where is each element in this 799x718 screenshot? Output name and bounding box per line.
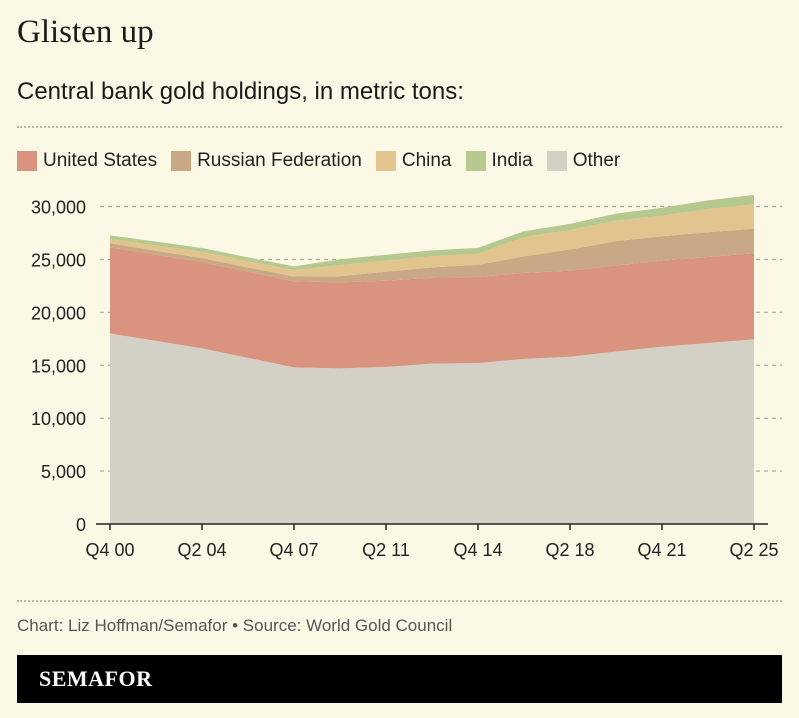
legend-swatch bbox=[171, 151, 192, 171]
stacked-area-chart: 0 5,000 10,000 15,000 20,000 25,000 30,000 Q4 0… bbox=[31, 194, 782, 560]
x-tick-label: Q4 21 bbox=[637, 540, 686, 560]
legend-swatch bbox=[465, 151, 486, 171]
x-tick-label: Q2 25 bbox=[729, 540, 778, 560]
x-tick-label: Q4 00 bbox=[85, 540, 134, 560]
y-tick-label: 10,000 bbox=[31, 409, 86, 429]
area-other bbox=[110, 333, 754, 524]
legend: United States Russian Federation China Indi… bbox=[17, 150, 620, 172]
x-tick-label: Q4 14 bbox=[453, 540, 502, 560]
legend-swatch bbox=[375, 151, 396, 171]
footer-bar: SEMAFOR bbox=[17, 655, 782, 703]
divider bbox=[17, 126, 782, 128]
legend-item: China bbox=[375, 150, 452, 172]
legend-item: Russian Federation bbox=[171, 150, 362, 172]
legend-label: Russian Federation bbox=[197, 150, 362, 171]
legend-label: China bbox=[401, 150, 452, 171]
y-tick-label: 20,000 bbox=[31, 303, 86, 323]
legend-label: United States bbox=[43, 150, 158, 171]
area-united-states bbox=[110, 247, 754, 369]
chart-subtitle: Central bank gold holdings, in metric to… bbox=[17, 78, 464, 105]
chart-title: Glisten up bbox=[17, 14, 154, 50]
y-tick-label: 15,000 bbox=[31, 356, 86, 376]
x-tick-label: Q2 18 bbox=[545, 540, 594, 560]
area-russian-federation bbox=[110, 228, 754, 283]
legend-item: United States bbox=[17, 150, 157, 172]
x-tick-label: Q4 07 bbox=[269, 540, 318, 560]
divider bbox=[17, 600, 782, 602]
y-tick-label: 30,000 bbox=[31, 198, 86, 218]
semafor-logo: SEMAFOR bbox=[39, 666, 153, 691]
legend-swatch bbox=[17, 151, 37, 171]
area-china bbox=[110, 204, 754, 277]
x-tick-label: Q2 04 bbox=[177, 540, 226, 560]
source-note: Chart: Liz Hoffman/Semafor • Source: Wor… bbox=[17, 616, 453, 635]
y-tick-label: 25,000 bbox=[31, 250, 86, 270]
legend-label: Other bbox=[572, 150, 621, 171]
legend-item: Other bbox=[546, 150, 621, 172]
legend-item: India bbox=[465, 150, 533, 172]
legend-swatch bbox=[546, 151, 567, 171]
area-india bbox=[110, 194, 754, 271]
y-tick-label: 5,000 bbox=[41, 462, 86, 482]
x-tick-label: Q2 11 bbox=[362, 540, 410, 560]
y-tick-label: 0 bbox=[76, 515, 86, 535]
legend-label: India bbox=[491, 150, 533, 171]
